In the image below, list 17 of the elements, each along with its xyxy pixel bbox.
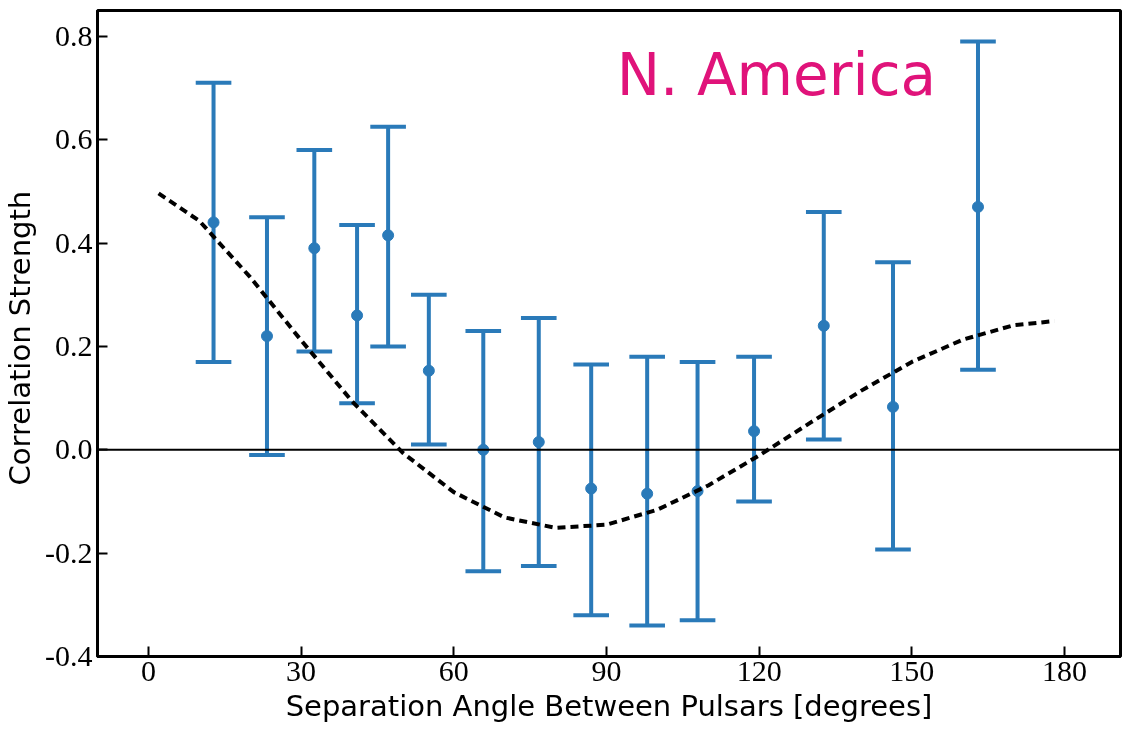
x-axis-title: Separation Angle Between Pulsars [degrees]: [285, 688, 933, 723]
x-tick-label: 150: [889, 653, 935, 687]
annotation: N. America: [616, 40, 937, 109]
x-tick-label: 0: [140, 653, 156, 687]
y-tick-label: 0.2: [55, 328, 93, 362]
y-axis-title: Correlation Strength: [3, 190, 38, 486]
x-tick-label: 180: [1042, 653, 1088, 687]
y-tick-label: 0.4: [55, 225, 93, 259]
x-tick-label: 60: [438, 653, 469, 687]
x-tick-label: 120: [736, 653, 782, 687]
y-tick-label: 0.6: [55, 122, 93, 156]
y-tick-label: 0.8: [55, 18, 93, 52]
x-tick-label: 90: [591, 653, 622, 687]
y-tick-label: -0.4: [45, 639, 93, 672]
y-tick-label: 0.0: [55, 432, 93, 466]
x-tick-label: 30: [286, 653, 317, 687]
y-tick-label: -0.2: [45, 535, 93, 569]
